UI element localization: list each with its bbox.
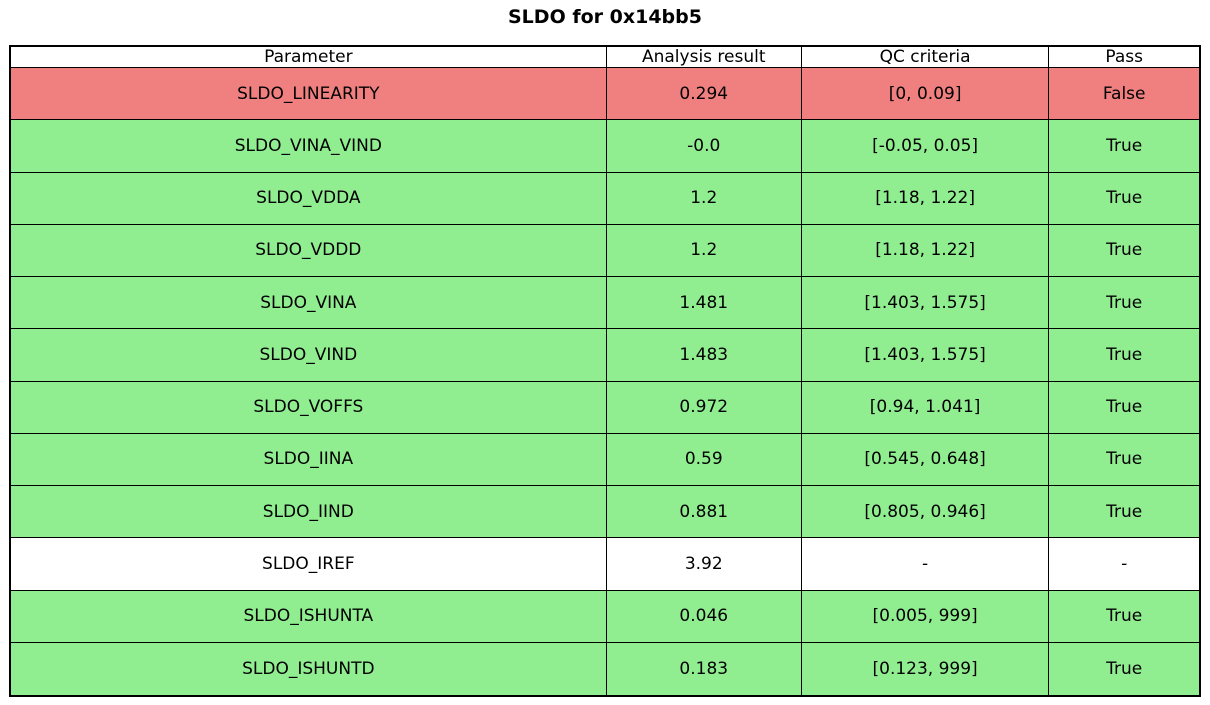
table-row: SLDO_VDDA 1.2 [1.18, 1.22] True: [9, 171, 1201, 225]
cell-qc-criteria: [0, 0.09]: [800, 66, 1050, 121]
cell-pass: True: [1048, 432, 1201, 487]
table-row: SLDO_VIND 1.483 [1.403, 1.575] True: [9, 328, 1201, 382]
cell-parameter: SLDO_IIND: [9, 485, 607, 539]
cell-qc-criteria: [0.005, 999]: [800, 589, 1050, 643]
cell-qc-criteria: [1.18, 1.22]: [800, 171, 1050, 225]
page-title: SLDO for 0x14bb5: [508, 6, 702, 28]
cell-analysis-result: 0.972: [605, 380, 802, 434]
cell-pass: True: [1048, 328, 1201, 382]
cell-pass: True: [1048, 119, 1201, 173]
cell-pass: True: [1048, 223, 1201, 278]
table-row: SLDO_ISHUNTD 0.183 [0.123, 999] True: [9, 641, 1201, 697]
table-row: SLDO_VOFFS 0.972 [0.94, 1.041] True: [9, 380, 1201, 434]
cell-pass: True: [1048, 485, 1201, 539]
cell-pass: True: [1048, 380, 1201, 434]
cell-qc-criteria: [0.805, 0.946]: [800, 485, 1050, 539]
cell-parameter: SLDO_IINA: [9, 432, 607, 487]
cell-pass: True: [1048, 276, 1201, 330]
cell-pass: False: [1048, 66, 1201, 121]
cell-parameter: SLDO_VIND: [9, 328, 607, 382]
table-row: SLDO_ISHUNTA 0.046 [0.005, 999] True: [9, 589, 1201, 643]
table-row: SLDO_LINEARITY 0.294 [0, 0.09] False: [9, 66, 1201, 121]
cell-pass: True: [1048, 641, 1201, 697]
cell-analysis-result: 1.481: [605, 276, 802, 330]
cell-parameter: SLDO_VOFFS: [9, 380, 607, 434]
cell-qc-criteria: [0.123, 999]: [800, 641, 1050, 697]
cell-qc-criteria: [0.94, 1.041]: [800, 380, 1050, 434]
table-row: SLDO_IINA 0.59 [0.545, 0.648] True: [9, 432, 1201, 487]
cell-analysis-result: 0.046: [605, 589, 802, 643]
cell-analysis-result: 0.881: [605, 485, 802, 539]
cell-parameter: SLDO_VDDD: [9, 223, 607, 278]
table-row: SLDO_IREF 3.92- -: [9, 537, 1201, 591]
cell-qc-criteria: [1.403, 1.575]: [800, 276, 1050, 330]
cell-qc-criteria: [0.545, 0.648]: [800, 432, 1050, 487]
column-header-parameter: Parameter: [9, 45, 607, 68]
table-row: SLDO_IIND 0.881 [0.805, 0.946] True: [9, 485, 1201, 539]
cell-parameter: SLDO_IREF: [9, 537, 607, 591]
cell-parameter: SLDO_VINA_VIND: [9, 119, 607, 173]
cell-analysis-result: 0.294: [605, 66, 802, 121]
cell-analysis-result: 1.2: [605, 223, 802, 278]
cell-qc-criteria: [1.403, 1.575]: [800, 328, 1050, 382]
cell-qc-criteria: [-0.05, 0.05]: [800, 119, 1050, 173]
cell-pass: True: [1048, 589, 1201, 643]
column-header-pass: Pass: [1048, 45, 1201, 68]
cell-qc-criteria: -: [800, 537, 1050, 591]
cell-analysis-result: 0.59: [605, 432, 802, 487]
cell-analysis-result: 1.483: [605, 328, 802, 382]
cell-pass: True: [1048, 171, 1201, 225]
cell-parameter: SLDO_ISHUNTD: [9, 641, 607, 697]
cell-analysis-result: 3.92: [605, 537, 802, 591]
cell-qc-criteria: [1.18, 1.22]: [800, 223, 1050, 278]
cell-parameter: SLDO_LINEARITY: [9, 66, 607, 121]
table-row: SLDO_VDDD 1.2 [1.18, 1.22] True: [9, 223, 1201, 278]
table-row: SLDO_VINA_VIND -0.0 [-0.05, 0.05] True: [9, 119, 1201, 173]
cell-analysis-result: 0.183: [605, 641, 802, 697]
header-row: Parameter Analysis result QC criteria Pa…: [9, 45, 1201, 68]
cell-parameter: SLDO_ISHUNTA: [9, 589, 607, 643]
cell-parameter: SLDO_VINA: [9, 276, 607, 330]
column-header-analysis-result: Analysis result: [605, 45, 802, 68]
column-header-qc-criteria: QC criteria: [800, 45, 1050, 68]
cell-pass: -: [1048, 537, 1201, 591]
cell-analysis-result: 1.2: [605, 171, 802, 225]
cell-analysis-result: -0.0: [605, 119, 802, 173]
table-row: SLDO_VINA 1.481 [1.403, 1.575] True: [9, 276, 1201, 330]
cell-parameter: SLDO_VDDA: [9, 171, 607, 225]
qc-table: Parameter Analysis result QC criteria Pa…: [9, 45, 1201, 697]
